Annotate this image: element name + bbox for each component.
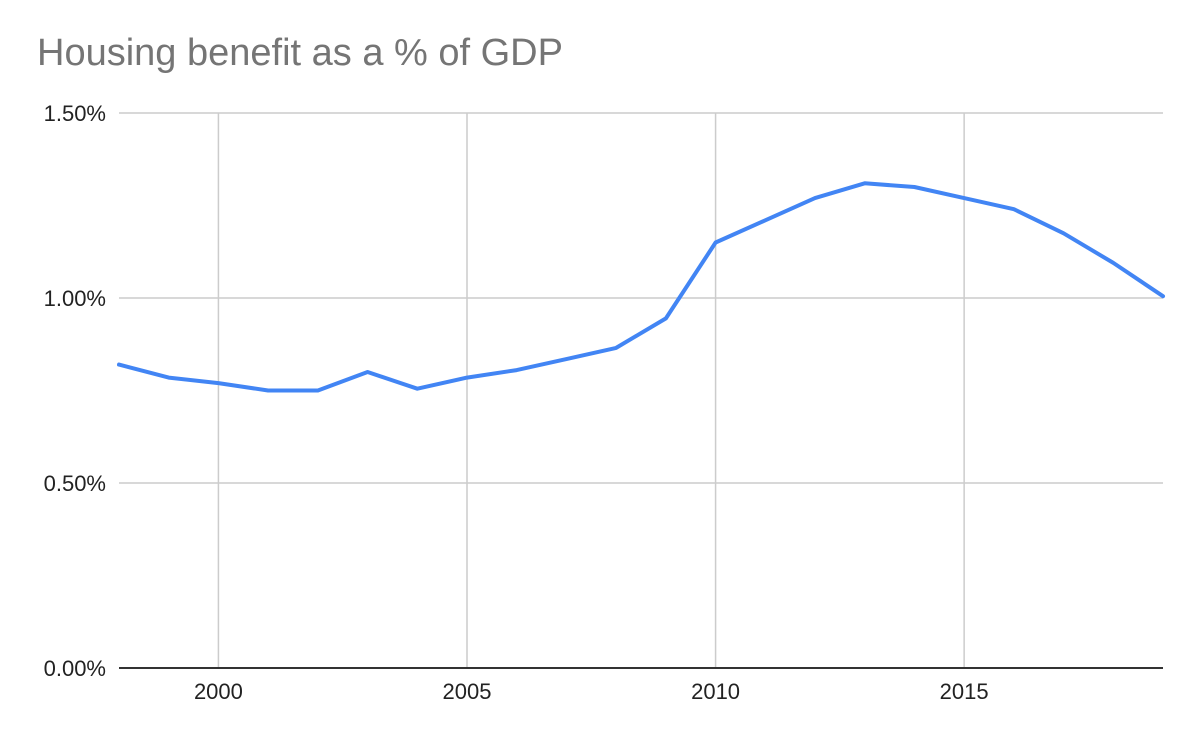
x-tick-label: 2005 [443, 679, 492, 704]
data-point [714, 241, 718, 245]
data-point [1111, 261, 1115, 265]
data-point [266, 389, 270, 393]
data-point [366, 370, 370, 374]
data-point [465, 376, 469, 380]
data-point [1161, 294, 1165, 298]
data-point [863, 181, 867, 185]
x-tick-label: 2015 [940, 679, 989, 704]
data-point [912, 185, 916, 189]
data-point [763, 218, 767, 222]
data-point [515, 368, 519, 372]
data-point [962, 196, 966, 200]
data-point [664, 316, 668, 320]
y-tick-label: 0.50% [44, 471, 106, 496]
grid-lines [119, 112, 1163, 668]
y-tick-label: 1.50% [44, 101, 106, 126]
chart-title: Housing benefit as a % of GDP [37, 32, 563, 74]
series-line [117, 181, 1165, 393]
y-tick-label: 0.00% [44, 656, 106, 681]
data-point [1062, 231, 1066, 235]
x-axis-ticks: 2000 2005 2010 2015 [194, 679, 989, 704]
y-axis-ticks: 0.00% 0.50% 1.00% 1.50% [44, 101, 106, 681]
y-tick-label: 1.00% [44, 286, 106, 311]
data-point [1012, 207, 1016, 211]
data-point [316, 389, 320, 393]
series [117, 181, 1165, 393]
x-tick-label: 2010 [691, 679, 740, 704]
data-point [614, 346, 618, 350]
x-tick-label: 2000 [194, 679, 243, 704]
data-point [813, 196, 817, 200]
data-point [117, 363, 121, 367]
data-point [216, 381, 220, 385]
data-point [415, 387, 419, 391]
data-point [167, 376, 171, 380]
data-point [564, 357, 568, 361]
